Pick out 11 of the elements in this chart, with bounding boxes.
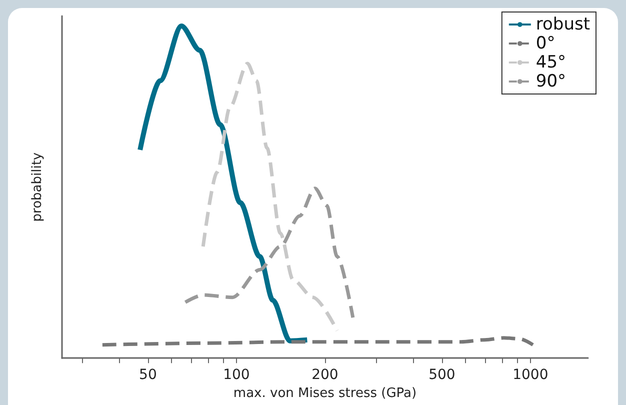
- x-tick-label: 1000: [512, 367, 548, 384]
- x-tick-label: 100: [223, 367, 250, 384]
- y-axis-title: probability: [30, 152, 45, 222]
- legend-label: 45°: [536, 52, 566, 72]
- legend-label: robust: [536, 14, 590, 34]
- x-tick-label: 200: [312, 367, 338, 384]
- x-tick-label: 50: [139, 367, 157, 384]
- x-tick-label: 500: [428, 367, 456, 384]
- x-axis-title: max. von Mises stress (GPa): [233, 386, 417, 401]
- legend-label: 0°: [536, 34, 556, 54]
- legend-label: 90°: [536, 72, 566, 92]
